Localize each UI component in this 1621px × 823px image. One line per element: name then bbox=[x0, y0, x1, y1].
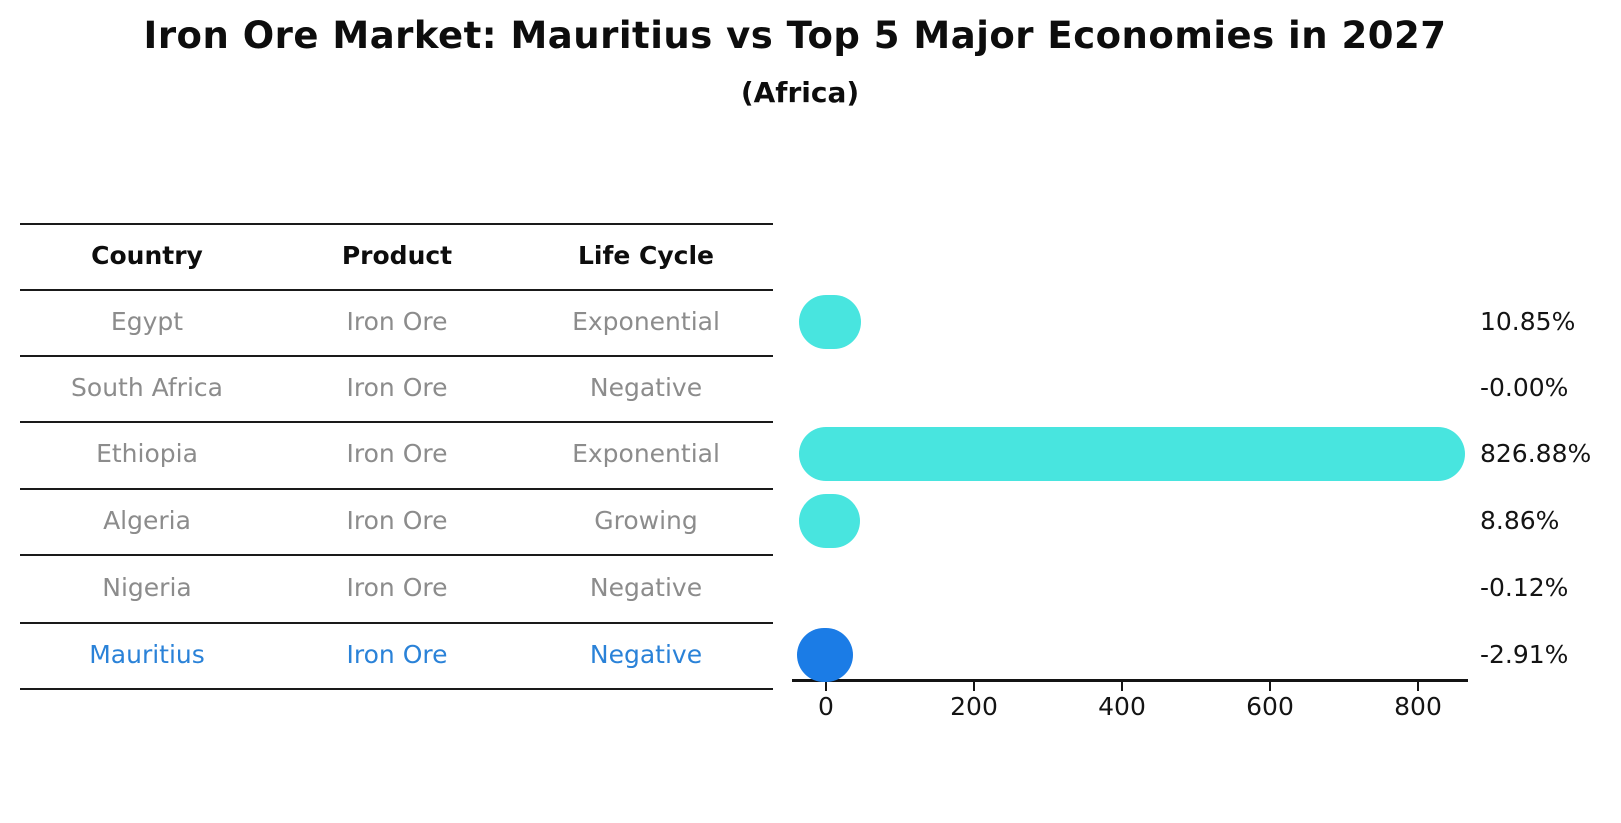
table-header-country: Country bbox=[91, 241, 203, 270]
table-cell-south-africa-country: South Africa bbox=[71, 373, 223, 402]
table-cell-ethiopia-product: Iron Ore bbox=[346, 439, 448, 468]
value-label-mauritius: -2.91% bbox=[1480, 640, 1569, 669]
table-cell-egypt-country: Egypt bbox=[110, 307, 184, 336]
table-cell-mauritius-life-cycle: Negative bbox=[589, 640, 703, 669]
x-tick-mark bbox=[1121, 682, 1123, 691]
bar-algeria bbox=[799, 494, 860, 548]
table-cell-nigeria-product: Iron Ore bbox=[346, 573, 448, 602]
value-label-south-africa: -0.00% bbox=[1480, 373, 1569, 402]
table-rule bbox=[20, 554, 773, 556]
table-rule bbox=[20, 488, 773, 490]
table-cell-ethiopia-country: Ethiopia bbox=[96, 439, 198, 468]
table-cell-mauritius-country: Mauritius bbox=[89, 640, 205, 669]
x-tick-label-200: 200 bbox=[950, 692, 998, 721]
x-tick-label-400: 400 bbox=[1098, 692, 1146, 721]
chart-title: Iron Ore Market: Mauritius vs Top 5 Majo… bbox=[143, 14, 1447, 57]
table-cell-south-africa-life-cycle: Negative bbox=[589, 373, 703, 402]
table-rule bbox=[20, 622, 773, 624]
x-tick-label-0: 0 bbox=[818, 692, 834, 721]
value-label-ethiopia: 826.88% bbox=[1480, 439, 1592, 468]
bar-egypt bbox=[799, 295, 862, 349]
table-header-product: Product bbox=[341, 241, 453, 270]
bar-mauritius bbox=[796, 628, 853, 682]
bar-ethiopia bbox=[799, 427, 1465, 481]
chart-subtitle: (Africa) bbox=[740, 76, 860, 109]
table-cell-south-africa-product: Iron Ore bbox=[346, 373, 448, 402]
x-tick-mark bbox=[973, 682, 975, 691]
table-cell-ethiopia-life-cycle: Exponential bbox=[572, 439, 720, 468]
table-rule bbox=[20, 223, 773, 225]
table-cell-algeria-product: Iron Ore bbox=[346, 506, 448, 535]
table-cell-nigeria-life-cycle: Negative bbox=[589, 573, 703, 602]
table-cell-algeria-country: Algeria bbox=[103, 506, 191, 535]
table-rule bbox=[20, 688, 773, 690]
x-tick-label-800: 800 bbox=[1394, 692, 1442, 721]
table-rule bbox=[20, 421, 773, 423]
value-label-egypt: 10.85% bbox=[1480, 307, 1576, 336]
table-cell-mauritius-product: Iron Ore bbox=[346, 640, 448, 669]
x-tick-label-600: 600 bbox=[1246, 692, 1294, 721]
table-cell-egypt-life-cycle: Exponential bbox=[572, 307, 720, 336]
table-rule bbox=[20, 355, 773, 357]
value-label-nigeria: -0.12% bbox=[1480, 573, 1569, 602]
x-tick-mark bbox=[1417, 682, 1419, 691]
value-label-algeria: 8.86% bbox=[1480, 506, 1560, 535]
table-rule bbox=[20, 289, 773, 291]
x-tick-mark bbox=[1269, 682, 1271, 691]
table-cell-algeria-life-cycle: Growing bbox=[594, 506, 698, 535]
x-tick-mark bbox=[825, 682, 827, 691]
table-cell-nigeria-country: Nigeria bbox=[102, 573, 192, 602]
x-axis-line bbox=[792, 679, 1468, 682]
table-cell-egypt-product: Iron Ore bbox=[346, 307, 448, 336]
table-header-life-cycle: Life Cycle bbox=[577, 241, 715, 270]
